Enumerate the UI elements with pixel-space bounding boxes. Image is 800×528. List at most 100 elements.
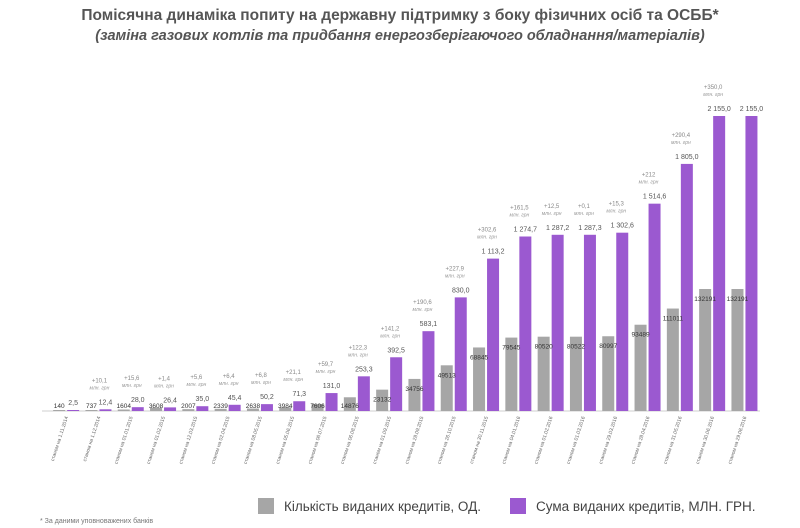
count-value-label: 34756 <box>405 386 423 393</box>
increase-label: +21,1 <box>286 370 302 376</box>
sum-bar <box>616 232 629 411</box>
sum-value-label: 2,5 <box>68 400 78 407</box>
count-value-label: 49513 <box>438 372 456 379</box>
sum-value-label: 26,4 <box>163 397 177 404</box>
count-value-label: 93489 <box>632 332 650 339</box>
category-label: станом на 31.05.2016 <box>663 416 684 465</box>
count-bar <box>505 337 518 411</box>
increase-label: +5,6 <box>190 375 203 381</box>
increase-label: +122,3 <box>349 345 368 351</box>
count-value-label: 737 <box>86 403 97 410</box>
category-label: станом на 08.05.2015 <box>243 416 264 465</box>
legend-item-sum: Сума виданих кредитів, МЛН. ГРН. <box>510 498 756 514</box>
count-bar <box>150 407 163 411</box>
count-bar <box>666 308 679 411</box>
category-label: станом на 06.08.2015 <box>340 416 361 465</box>
count-value-label: 79545 <box>502 345 520 352</box>
increase-unit-label: млн. грн <box>380 333 400 339</box>
legend-swatch-sum <box>510 498 526 514</box>
increase-unit-label: млн. грн <box>639 180 659 186</box>
sum-value-label: 12,4 <box>99 399 113 406</box>
count-bar <box>214 408 227 411</box>
count-bar <box>117 409 130 411</box>
category-label: станом на 29.03.2016 <box>598 416 619 465</box>
increase-label: +302,6 <box>478 228 497 234</box>
category-label: станом на 29.08.2016 <box>727 416 748 465</box>
count-value-label: 80520 <box>535 344 553 351</box>
sum-value-label: 2 155,0 <box>707 106 730 113</box>
count-value-label: 80997 <box>599 343 617 350</box>
category-label: станом на 28.04.2016 <box>630 416 651 465</box>
increase-unit-label: млн. грн <box>413 307 433 313</box>
increase-label: +161,5 <box>510 206 529 212</box>
sum-bar <box>131 407 144 411</box>
increase-unit-label: млн. грн <box>509 213 529 219</box>
sum-value-label: 1 805,0 <box>675 154 698 161</box>
count-value-label: 2339 <box>213 403 228 410</box>
title-block: Помісячна динаміка попиту на державну пі… <box>0 6 800 46</box>
increase-unit-label: млн. грн <box>574 211 594 217</box>
legend-swatch-count <box>258 498 274 514</box>
increase-unit-label: млн. грн <box>316 369 336 375</box>
category-label: станом на 30.06.2016 <box>695 416 716 465</box>
increase-unit-label: млн. грн <box>542 211 562 217</box>
count-bar <box>408 378 421 411</box>
count-value-label: 132191 <box>694 296 716 303</box>
count-bar <box>440 365 453 411</box>
count-bar <box>376 389 389 411</box>
count-bar <box>85 410 98 411</box>
count-bar <box>634 324 647 411</box>
category-label: станом на 06.07.2015 <box>307 416 328 465</box>
sum-value-label: 2 155,0 <box>740 106 763 113</box>
count-value-label: 23132 <box>373 397 391 404</box>
count-bar <box>53 410 66 411</box>
sum-value-label: 131,0 <box>323 383 341 390</box>
category-label: станом на 26.10.2015 <box>437 416 458 465</box>
count-value-label: 140 <box>54 403 65 410</box>
increase-label: +15,3 <box>609 202 625 208</box>
increase-unit-label: млн. грн <box>703 92 723 98</box>
category-label: станом на 30.11.2015 <box>469 416 490 465</box>
sum-value-label: 1 113,2 <box>482 249 505 256</box>
count-value-label: 7606 <box>310 403 325 410</box>
increase-unit-label: млн. грн <box>283 377 303 383</box>
sum-value-label: 1 274,7 <box>514 227 537 234</box>
count-bar <box>569 336 582 411</box>
increase-unit-label: млн. грн <box>477 235 497 241</box>
category-label: станом на 01.09.2015 <box>372 416 393 465</box>
sum-bar <box>519 236 532 411</box>
increase-label: +6,8 <box>255 373 268 379</box>
count-value-label: 1604 <box>117 403 132 410</box>
sum-value-label: 392,5 <box>387 347 405 354</box>
legend-label-sum: Сума виданих кредитів, МЛН. ГРН. <box>536 498 756 514</box>
sum-value-label: 1 287,3 <box>578 225 601 232</box>
sum-bar <box>67 410 80 411</box>
count-value-label: 2007 <box>181 403 196 410</box>
increase-label: +59,7 <box>318 362 334 368</box>
sum-bar <box>293 401 306 411</box>
increase-label: +12,5 <box>544 204 560 210</box>
count-value-label: 3984 <box>278 403 293 410</box>
count-bar <box>473 347 486 411</box>
count-bar <box>343 397 356 411</box>
category-label: станом на 05.06.2015 <box>275 416 296 465</box>
count-bar <box>311 403 324 411</box>
increase-label: +190,6 <box>413 300 432 306</box>
sum-bar <box>680 163 693 411</box>
sum-value-label: 35,0 <box>196 396 210 403</box>
sum-value-label: 1 287,2 <box>546 225 569 232</box>
increase-label: +290,4 <box>672 133 691 139</box>
category-label: станом на 01.02.2015 <box>146 416 167 465</box>
sum-bar <box>583 234 596 411</box>
increase-unit-label: млн. грн <box>122 383 142 389</box>
increase-label: +350,0 <box>704 85 723 91</box>
legend-label-count: Кількість виданих кредитів, ОД. <box>284 498 481 514</box>
increase-label: +15,6 <box>124 376 140 382</box>
sum-value-label: 28,0 <box>131 397 145 404</box>
sum-bar <box>99 409 112 411</box>
sum-bar <box>196 406 209 411</box>
category-label: станом на 01.02.2016 <box>533 416 554 465</box>
increase-unit-label: млн. грн <box>219 381 239 387</box>
increase-unit-label: млн. грн <box>445 273 465 279</box>
sum-bar <box>648 203 661 411</box>
